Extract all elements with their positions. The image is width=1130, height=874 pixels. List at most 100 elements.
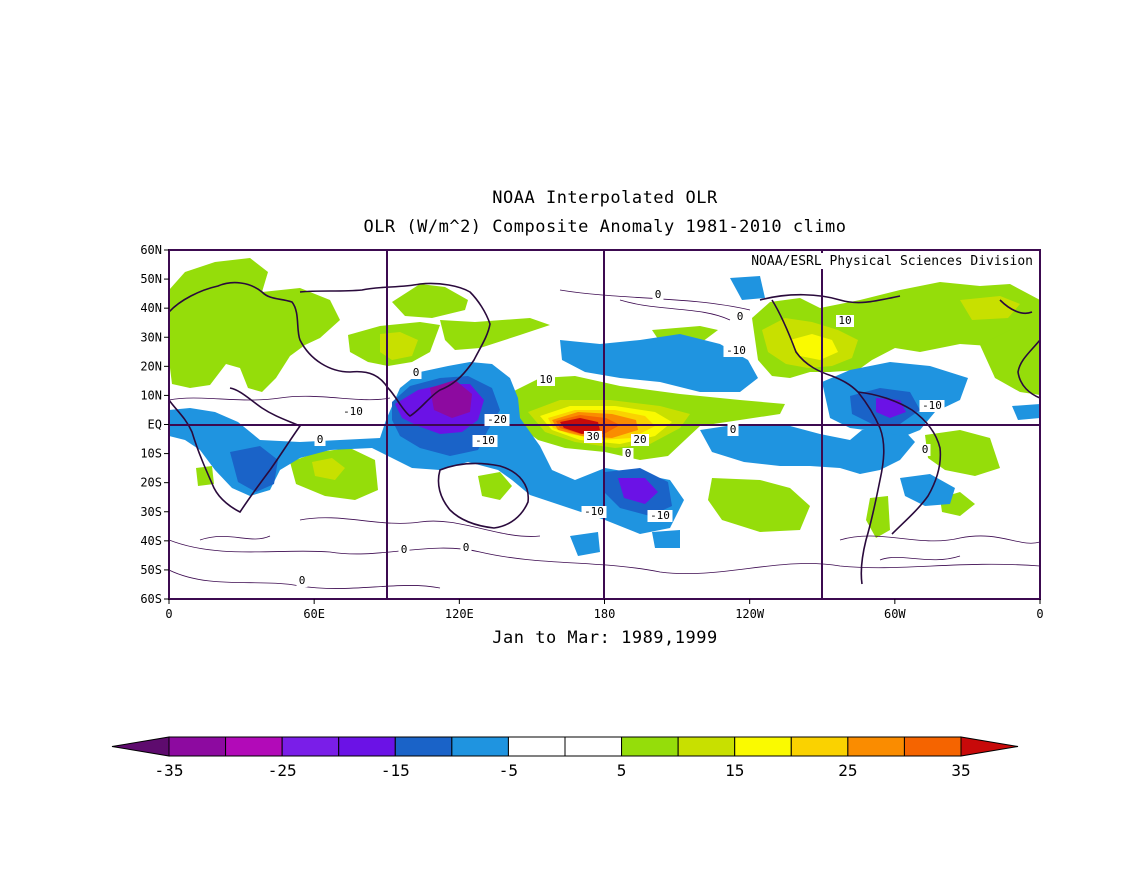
- lon-tick-label: 120E: [445, 607, 474, 621]
- contour-label-backdrop: [484, 414, 510, 426]
- contour-label-backdrop: [584, 431, 602, 443]
- colorbar-label: -5: [499, 761, 518, 780]
- contour-label-backdrop: [472, 435, 498, 447]
- contour-label-backdrop: [398, 544, 410, 556]
- lat-tick-label: 10N: [140, 388, 162, 402]
- coastlines: [169, 281, 1040, 585]
- negative-anomaly-region: [230, 446, 278, 492]
- contour-label-backdrop: [647, 510, 673, 522]
- contour-label-backdrop: [734, 311, 746, 323]
- positive-anomaly-region: [980, 328, 1040, 395]
- contour-label: 0: [463, 541, 470, 554]
- negative-anomaly-region: [900, 474, 955, 506]
- colorbar-label: 35: [951, 761, 970, 780]
- positive-anomaly-region: [790, 334, 838, 360]
- colorbar-label: 5: [617, 761, 627, 780]
- contour-label: 10: [838, 314, 851, 327]
- contour-label-backdrop: [314, 434, 326, 446]
- contour-label-backdrop: [537, 374, 555, 386]
- lat-tick-label: 60S: [140, 592, 162, 606]
- contour-label-backdrop: [727, 424, 739, 436]
- date-range-subtitle: Jan to Mar: 1989,1999: [492, 628, 718, 648]
- contour-label: -10: [650, 509, 670, 522]
- colorbar-bin: [281, 736, 340, 757]
- lat-tick-label: 40N: [140, 301, 162, 315]
- lat-tick-label: 20S: [140, 476, 162, 490]
- contour-label: 20: [633, 433, 646, 446]
- colorbar-bin: [734, 736, 792, 757]
- positive-anomaly-region: [960, 296, 1020, 320]
- negative-anomaly-region: [618, 478, 658, 504]
- contour-label: -10: [726, 344, 746, 357]
- contour-label: 10: [539, 373, 552, 386]
- negative-anomaly-region: [700, 424, 915, 474]
- positive-anomaly-region: [866, 496, 890, 538]
- lon-tick-label: 60W: [884, 607, 906, 621]
- contour-label: -10: [475, 434, 495, 447]
- chart-titles: NOAA Interpolated OLR OLR (W/m^2) Compos…: [0, 184, 1130, 242]
- lat-tick-label: EQ: [148, 418, 162, 432]
- colorbar-bin: [564, 736, 623, 757]
- colorbar-label: 25: [838, 761, 857, 780]
- contour-label-backdrop: [410, 367, 422, 379]
- contour-label-backdrop: [460, 542, 472, 554]
- contour-label: -10: [343, 405, 363, 418]
- negative-anomaly-region: [1012, 404, 1040, 420]
- contour-label: 0: [655, 288, 662, 301]
- positive-anomaly-region: [380, 332, 418, 360]
- contour-label-backdrop: [836, 315, 854, 327]
- colorbar-bin: [790, 736, 849, 757]
- contour-label: -10: [584, 505, 604, 518]
- contour-label: 0: [922, 443, 929, 456]
- negative-anomaly-region: [570, 532, 600, 556]
- title-line-1: NOAA Interpolated OLR: [492, 188, 718, 208]
- lat-tick-label: 20N: [140, 359, 162, 373]
- colorbar-label: -35: [155, 761, 184, 780]
- contour-label-backdrop: [296, 575, 308, 587]
- contour-label: 30: [586, 430, 599, 443]
- contour-label: 0: [737, 310, 744, 323]
- positive-anomaly-region: [440, 318, 550, 350]
- colorbar-bin: [847, 736, 905, 757]
- lon-tick-label: 120W: [735, 607, 765, 621]
- contour-label: 0: [317, 433, 324, 446]
- contour-label: 0: [413, 366, 420, 379]
- lat-tick-label: 30N: [140, 330, 162, 344]
- negative-anomaly-region: [560, 334, 758, 392]
- colorbar-bin: [338, 736, 396, 757]
- lon-tick-label: 180: [594, 607, 616, 621]
- negative-anomaly-region: [652, 530, 680, 548]
- colorbar-label: -25: [268, 761, 297, 780]
- positive-anomaly-region: [392, 284, 468, 318]
- contour-label-backdrop: [631, 434, 649, 446]
- colorbar-label: 15: [725, 761, 744, 780]
- credit-backdrop: [720, 253, 1036, 269]
- colorbar-label: -15: [381, 761, 410, 780]
- credit-label: NOAA/ESRL Physical Sciences Division: [751, 254, 1033, 269]
- positive-anomaly-region: [478, 472, 512, 500]
- colorbar-bin: [451, 736, 509, 757]
- positive-anomaly-region: [925, 430, 1000, 476]
- contour-label-backdrop: [723, 345, 749, 357]
- contour-label: -20: [487, 413, 507, 426]
- colorbar-bin: [507, 736, 566, 757]
- colorbar-arrow-right: [960, 736, 1019, 757]
- negative-anomaly-region: [730, 276, 765, 300]
- lat-tick-label: 10S: [140, 447, 162, 461]
- contour-label: -10: [922, 399, 942, 412]
- colorbar-bin: [903, 736, 962, 757]
- map-grid: [169, 250, 1040, 599]
- lat-tick-label: 60N: [140, 243, 162, 257]
- positive-anomaly-region: [196, 466, 214, 486]
- positive-anomaly-region: [708, 478, 810, 532]
- lat-tick-label: 30S: [140, 505, 162, 519]
- contour-label: 0: [299, 574, 306, 587]
- contour-label: 0: [730, 423, 737, 436]
- colorbar: -35 -25 -15 -5 5 15 25 35: [111, 736, 1019, 780]
- lon-tick-label: 0: [1036, 607, 1043, 621]
- colorbar-bin: [168, 736, 227, 757]
- contour-label-backdrop: [340, 406, 366, 418]
